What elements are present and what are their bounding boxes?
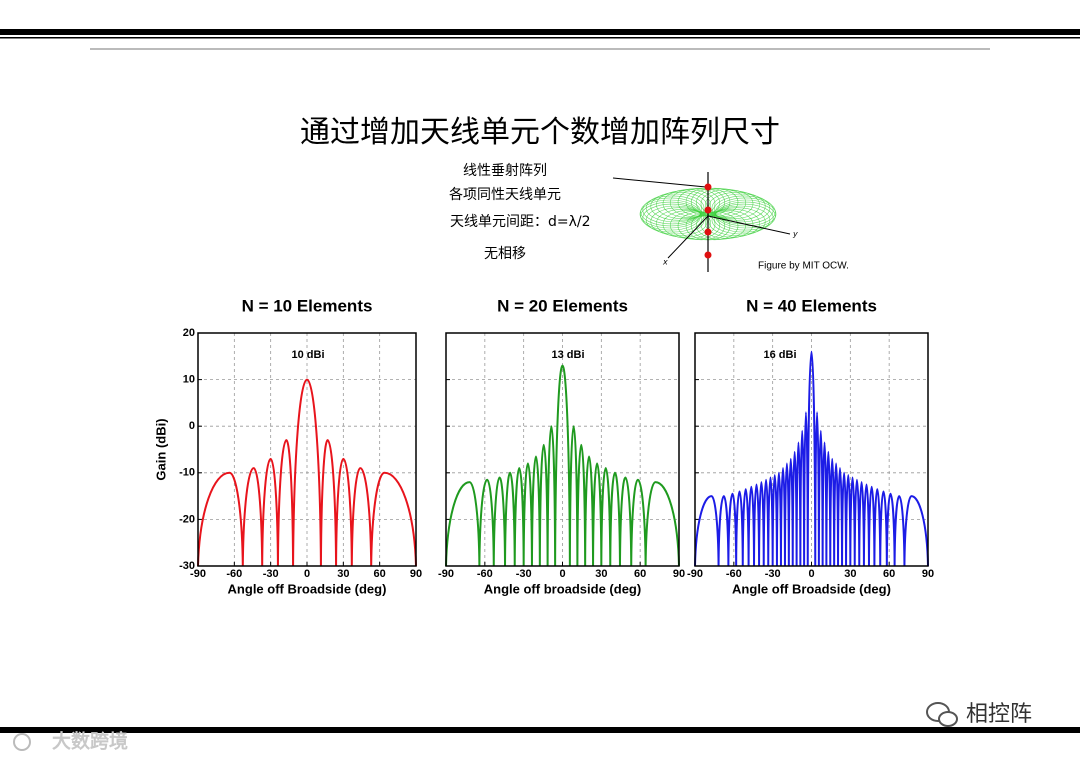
torus-ring — [704, 190, 760, 220]
chart-title: N = 20 Elements — [497, 296, 628, 315]
wechat-icon — [938, 711, 958, 727]
gain-annotation: 10 dBi — [291, 349, 324, 361]
y-axis-label: Gain (dBi) — [153, 418, 168, 480]
x-tick-label: 60 — [634, 568, 646, 580]
axis-y — [707, 215, 791, 235]
slide-title: 通过增加天线单元个数增加阵列尺寸 — [300, 115, 780, 150]
x-tick-label: 90 — [410, 568, 422, 580]
top-rule — [0, 37, 1080, 39]
watermark-icon — [13, 733, 31, 751]
x-tick-label: 0 — [304, 568, 310, 580]
element-dot — [704, 228, 712, 236]
note: 线性垂射阵列 — [463, 163, 547, 179]
gain-annotation: 13 dBi — [551, 349, 584, 361]
watermark-text: 大数跨境 — [52, 730, 128, 753]
note: 无相移 — [484, 246, 526, 262]
gain-annotation: 16 dBi — [763, 349, 796, 361]
y-tick-label: -20 — [179, 513, 195, 525]
x-tick-label: 30 — [844, 568, 856, 580]
x-tick-label: -30 — [765, 568, 781, 580]
torus-ring — [704, 208, 760, 238]
x-tick-label: 30 — [337, 568, 349, 580]
torus-ring — [650, 207, 708, 237]
watermark-right: 相控阵 — [926, 702, 1032, 727]
watermark-text: 相控阵 — [966, 702, 1032, 727]
pointer-line — [612, 177, 707, 188]
x-tick-label: -60 — [726, 568, 742, 580]
axis-letter: y — [792, 230, 798, 239]
torus-ring — [715, 197, 776, 227]
plot-border — [197, 332, 417, 567]
torus-ring — [662, 189, 716, 218]
torus-ring — [713, 203, 774, 233]
torus-ring — [640, 197, 701, 227]
note: 天线单元间距：d=λ/2 — [450, 214, 591, 230]
element-dot — [704, 183, 712, 191]
chart-title: N = 10 Elements — [242, 296, 373, 315]
torus-ring — [700, 210, 754, 239]
bottom-bar — [0, 727, 1080, 733]
plot-border — [445, 332, 680, 567]
torus-ring — [677, 187, 726, 217]
x-tick-label: -90 — [687, 568, 703, 580]
note: 各项同性天线单元 — [449, 187, 561, 203]
chart-title: N = 40 Elements — [746, 296, 877, 315]
top-bar — [0, 29, 1080, 35]
torus-ring — [645, 193, 705, 223]
torus-ring — [656, 208, 712, 238]
torus-ring — [708, 191, 766, 221]
torus-ring — [669, 210, 721, 240]
x-tick-label: -30 — [516, 568, 532, 580]
pattern-figure — [612, 172, 791, 272]
x-tick-label: 30 — [595, 568, 607, 580]
x-tick-label: 0 — [559, 568, 565, 580]
element-dot — [704, 206, 712, 214]
x-tick-label: 90 — [922, 568, 934, 580]
torus-ring — [700, 189, 754, 218]
y-tick-label: -10 — [179, 467, 195, 479]
axis-x — [667, 215, 709, 259]
x-tick-label: -60 — [226, 568, 242, 580]
torus-ring — [656, 190, 712, 220]
pattern-line — [445, 364, 680, 567]
x-axis-label: Angle off Broadside (deg) — [732, 581, 891, 596]
x-tick-label: 60 — [374, 568, 386, 580]
torus-ring — [662, 210, 716, 239]
x-tick-label: 90 — [673, 568, 685, 580]
x-axis-label: Angle off broadside (deg) — [484, 581, 641, 596]
torus-ring — [695, 188, 747, 218]
y-tick-label: -30 — [179, 560, 195, 572]
x-tick-label: -90 — [190, 568, 206, 580]
y-tick-label: 20 — [183, 327, 195, 339]
plot-border — [694, 332, 929, 567]
element-dot — [704, 251, 712, 259]
pattern-line — [197, 378, 417, 567]
watermark-left: 大数跨境 — [13, 730, 128, 753]
torus-ring — [642, 203, 703, 233]
pattern-line — [694, 350, 929, 567]
x-tick-label: -90 — [438, 568, 454, 580]
torus-ring — [642, 195, 703, 225]
x-tick-label: -60 — [477, 568, 493, 580]
y-tick-label: 10 — [183, 374, 195, 386]
figure-credit: Figure by MIT OCW. — [758, 261, 849, 272]
x-tick-label: 60 — [883, 568, 895, 580]
x-axis-label: Angle off Broadside (deg) — [228, 581, 387, 596]
axis-letter: x — [662, 258, 668, 267]
torus-ring — [711, 193, 771, 223]
x-tick-label: -30 — [263, 568, 279, 580]
y-tick-label: 0 — [189, 420, 195, 432]
x-tick-label: 0 — [808, 568, 814, 580]
